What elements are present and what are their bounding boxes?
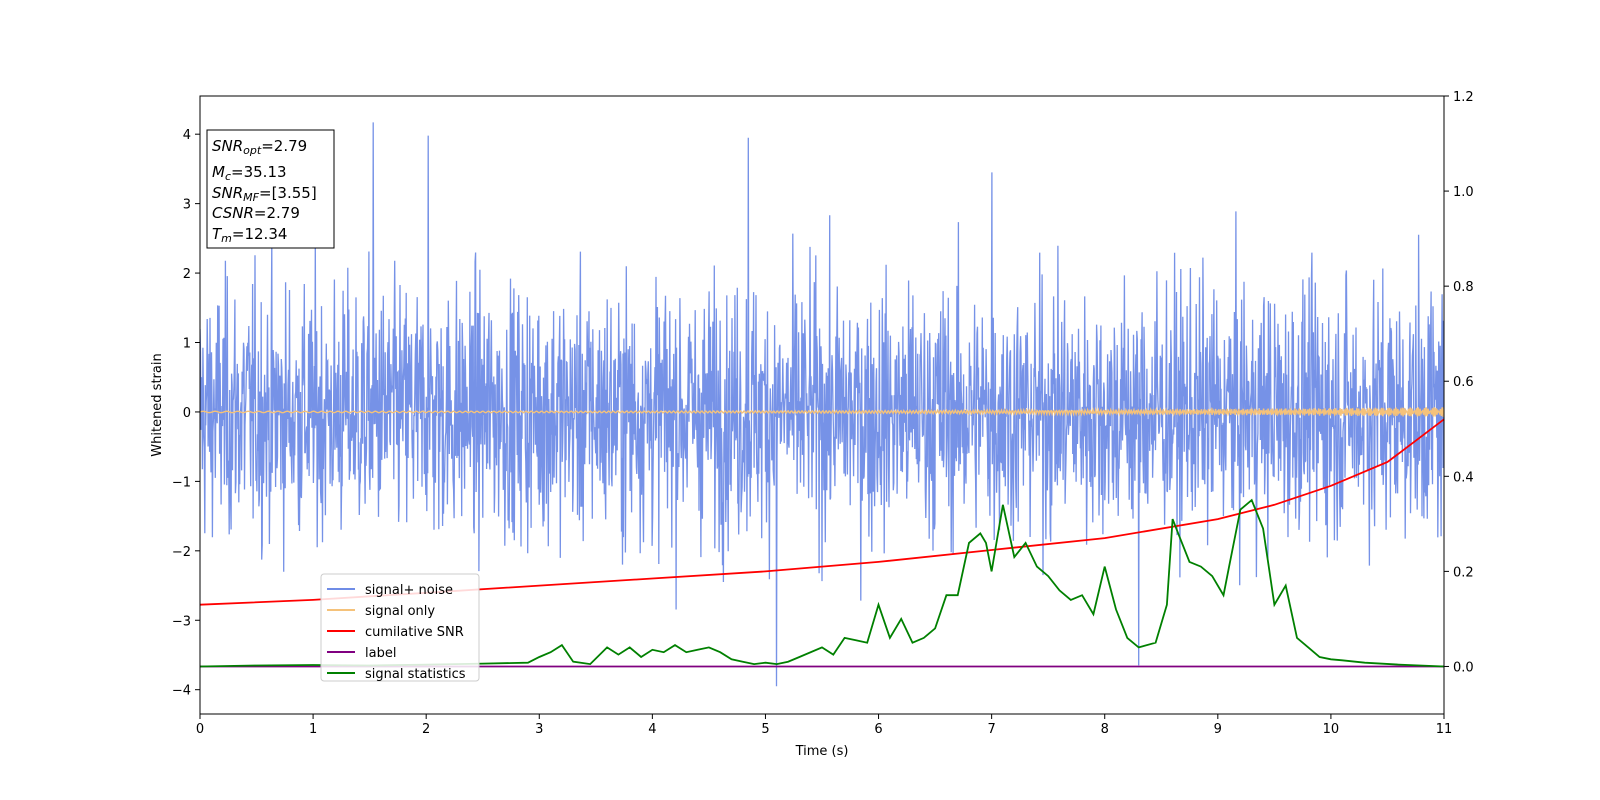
- x-axis-label: Time (s): [795, 744, 849, 759]
- series-signal-noise: [200, 122, 1444, 687]
- y-axis-right: 1.2 1.0 0.8 0.6 0.4 0.2 0.0: [1444, 90, 1474, 675]
- plot-frame: [199, 95, 1445, 715]
- y-left-tick-label: 2: [183, 267, 191, 282]
- info-snr-mf-label: SNR: [212, 184, 243, 202]
- y-left-tick-label: −3: [172, 614, 191, 629]
- x-tick-label: 4: [648, 722, 656, 737]
- x-axis: 0 1 2 3 4 5 6 7 8 9 10 11: [196, 714, 1452, 737]
- info-snr-opt: SNRopt=2.79: [212, 137, 307, 157]
- info-csnr-label: CSNR: [212, 204, 254, 222]
- info-snr-mf-value: =[3.55]: [259, 184, 317, 202]
- y-right-tick-label: 1.0: [1453, 185, 1474, 200]
- info-snr-opt-label: SNR: [212, 137, 243, 155]
- y-left-tick-label: 1: [183, 337, 191, 352]
- x-tick-label: 10: [1323, 722, 1340, 737]
- x-tick-label: 8: [1101, 722, 1109, 737]
- x-tick-label: 9: [1214, 722, 1222, 737]
- y-left-tick-label: −1: [172, 475, 191, 490]
- legend-label: signal statistics: [365, 667, 466, 682]
- info-tm-label: T: [212, 225, 223, 243]
- y-right-tick-label: 0.4: [1453, 470, 1474, 485]
- y-right-tick-label: 0.0: [1453, 660, 1474, 675]
- info-mc: Mc=35.13: [212, 163, 287, 183]
- info-tm: Tm=12.34: [212, 225, 287, 245]
- y-right-tick-label: 0.6: [1453, 375, 1474, 390]
- y-axis-left: 4 3 2 1 0 −1 −2 −3 −4: [172, 128, 200, 699]
- info-mc-sub: c: [225, 170, 231, 183]
- legend: signal+ noise signal only cumilative SNR la…: [320, 573, 480, 682]
- legend-label: signal+ noise: [365, 583, 453, 598]
- legend-label: cumilative SNR: [365, 625, 464, 640]
- info-tm-sub: m: [221, 232, 232, 245]
- info-snr-opt-value: =2.79: [261, 137, 307, 155]
- y-left-tick-label: −4: [172, 684, 191, 699]
- legend-entries: signal+ noise signal only cumilative SNR la…: [327, 583, 466, 682]
- x-tick-label: 3: [535, 722, 543, 737]
- info-mc-label: M: [212, 163, 225, 181]
- series-signal-only: [200, 406, 1444, 417]
- x-tick-label: 2: [422, 722, 430, 737]
- series-signal-statistics: [200, 498, 1444, 668]
- info-snr-opt-sub: opt: [243, 144, 262, 157]
- legend-frame: [320, 573, 480, 682]
- x-tick-label: 5: [761, 722, 769, 737]
- info-box: SNRopt=2.79 Mc=35.13 SNRMF=[3.55] CSNR=2…: [206, 129, 335, 249]
- info-snr-mf: SNRMF=[3.55]: [212, 184, 317, 204]
- info-csnr: CSNR=2.79: [212, 204, 300, 222]
- x-tick-label: 7: [987, 722, 995, 737]
- y-right-tick-label: 0.8: [1453, 280, 1474, 295]
- y-right-tick-label: 1.2: [1453, 90, 1474, 105]
- legend-label: signal only: [365, 604, 435, 619]
- info-mc-value: =35.13: [231, 163, 287, 181]
- info-csnr-value: =2.79: [254, 204, 300, 222]
- info-tm-value: =12.34: [232, 225, 288, 243]
- y-left-tick-label: −2: [172, 545, 191, 560]
- y-right-tick-label: 0.2: [1453, 565, 1474, 580]
- info-box-frame: [206, 129, 335, 249]
- y-left-tick-label: 0: [183, 406, 191, 421]
- info-snr-mf-sub: MF: [243, 191, 259, 204]
- y-left-tick-label: 4: [183, 128, 191, 143]
- legend-label: label: [365, 646, 396, 661]
- x-tick-label: 6: [874, 722, 882, 737]
- x-tick-label: 1: [309, 722, 317, 737]
- x-tick-label: 11: [1436, 722, 1453, 737]
- x-tick-label: 0: [196, 722, 204, 737]
- y-left-tick-label: 3: [183, 198, 191, 213]
- y-axis-label: Whitened strain: [150, 353, 165, 456]
